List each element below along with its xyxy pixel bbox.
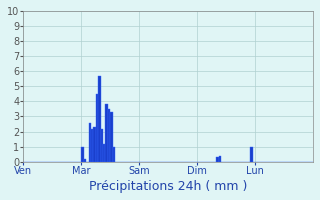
Bar [93, 127, 96, 162]
Bar [81, 147, 84, 162]
Bar [89, 123, 91, 162]
Bar [98, 76, 100, 162]
Bar [91, 129, 93, 162]
Bar [108, 109, 110, 162]
Bar [113, 147, 115, 162]
Bar [103, 144, 106, 162]
Bar [219, 156, 221, 162]
Bar [106, 104, 108, 162]
Bar [110, 112, 113, 162]
Bar [84, 159, 86, 162]
Bar [250, 147, 253, 162]
Bar [217, 157, 219, 162]
X-axis label: Précipitations 24h ( mm ): Précipitations 24h ( mm ) [89, 180, 247, 193]
Bar [96, 94, 98, 162]
Bar [100, 129, 103, 162]
